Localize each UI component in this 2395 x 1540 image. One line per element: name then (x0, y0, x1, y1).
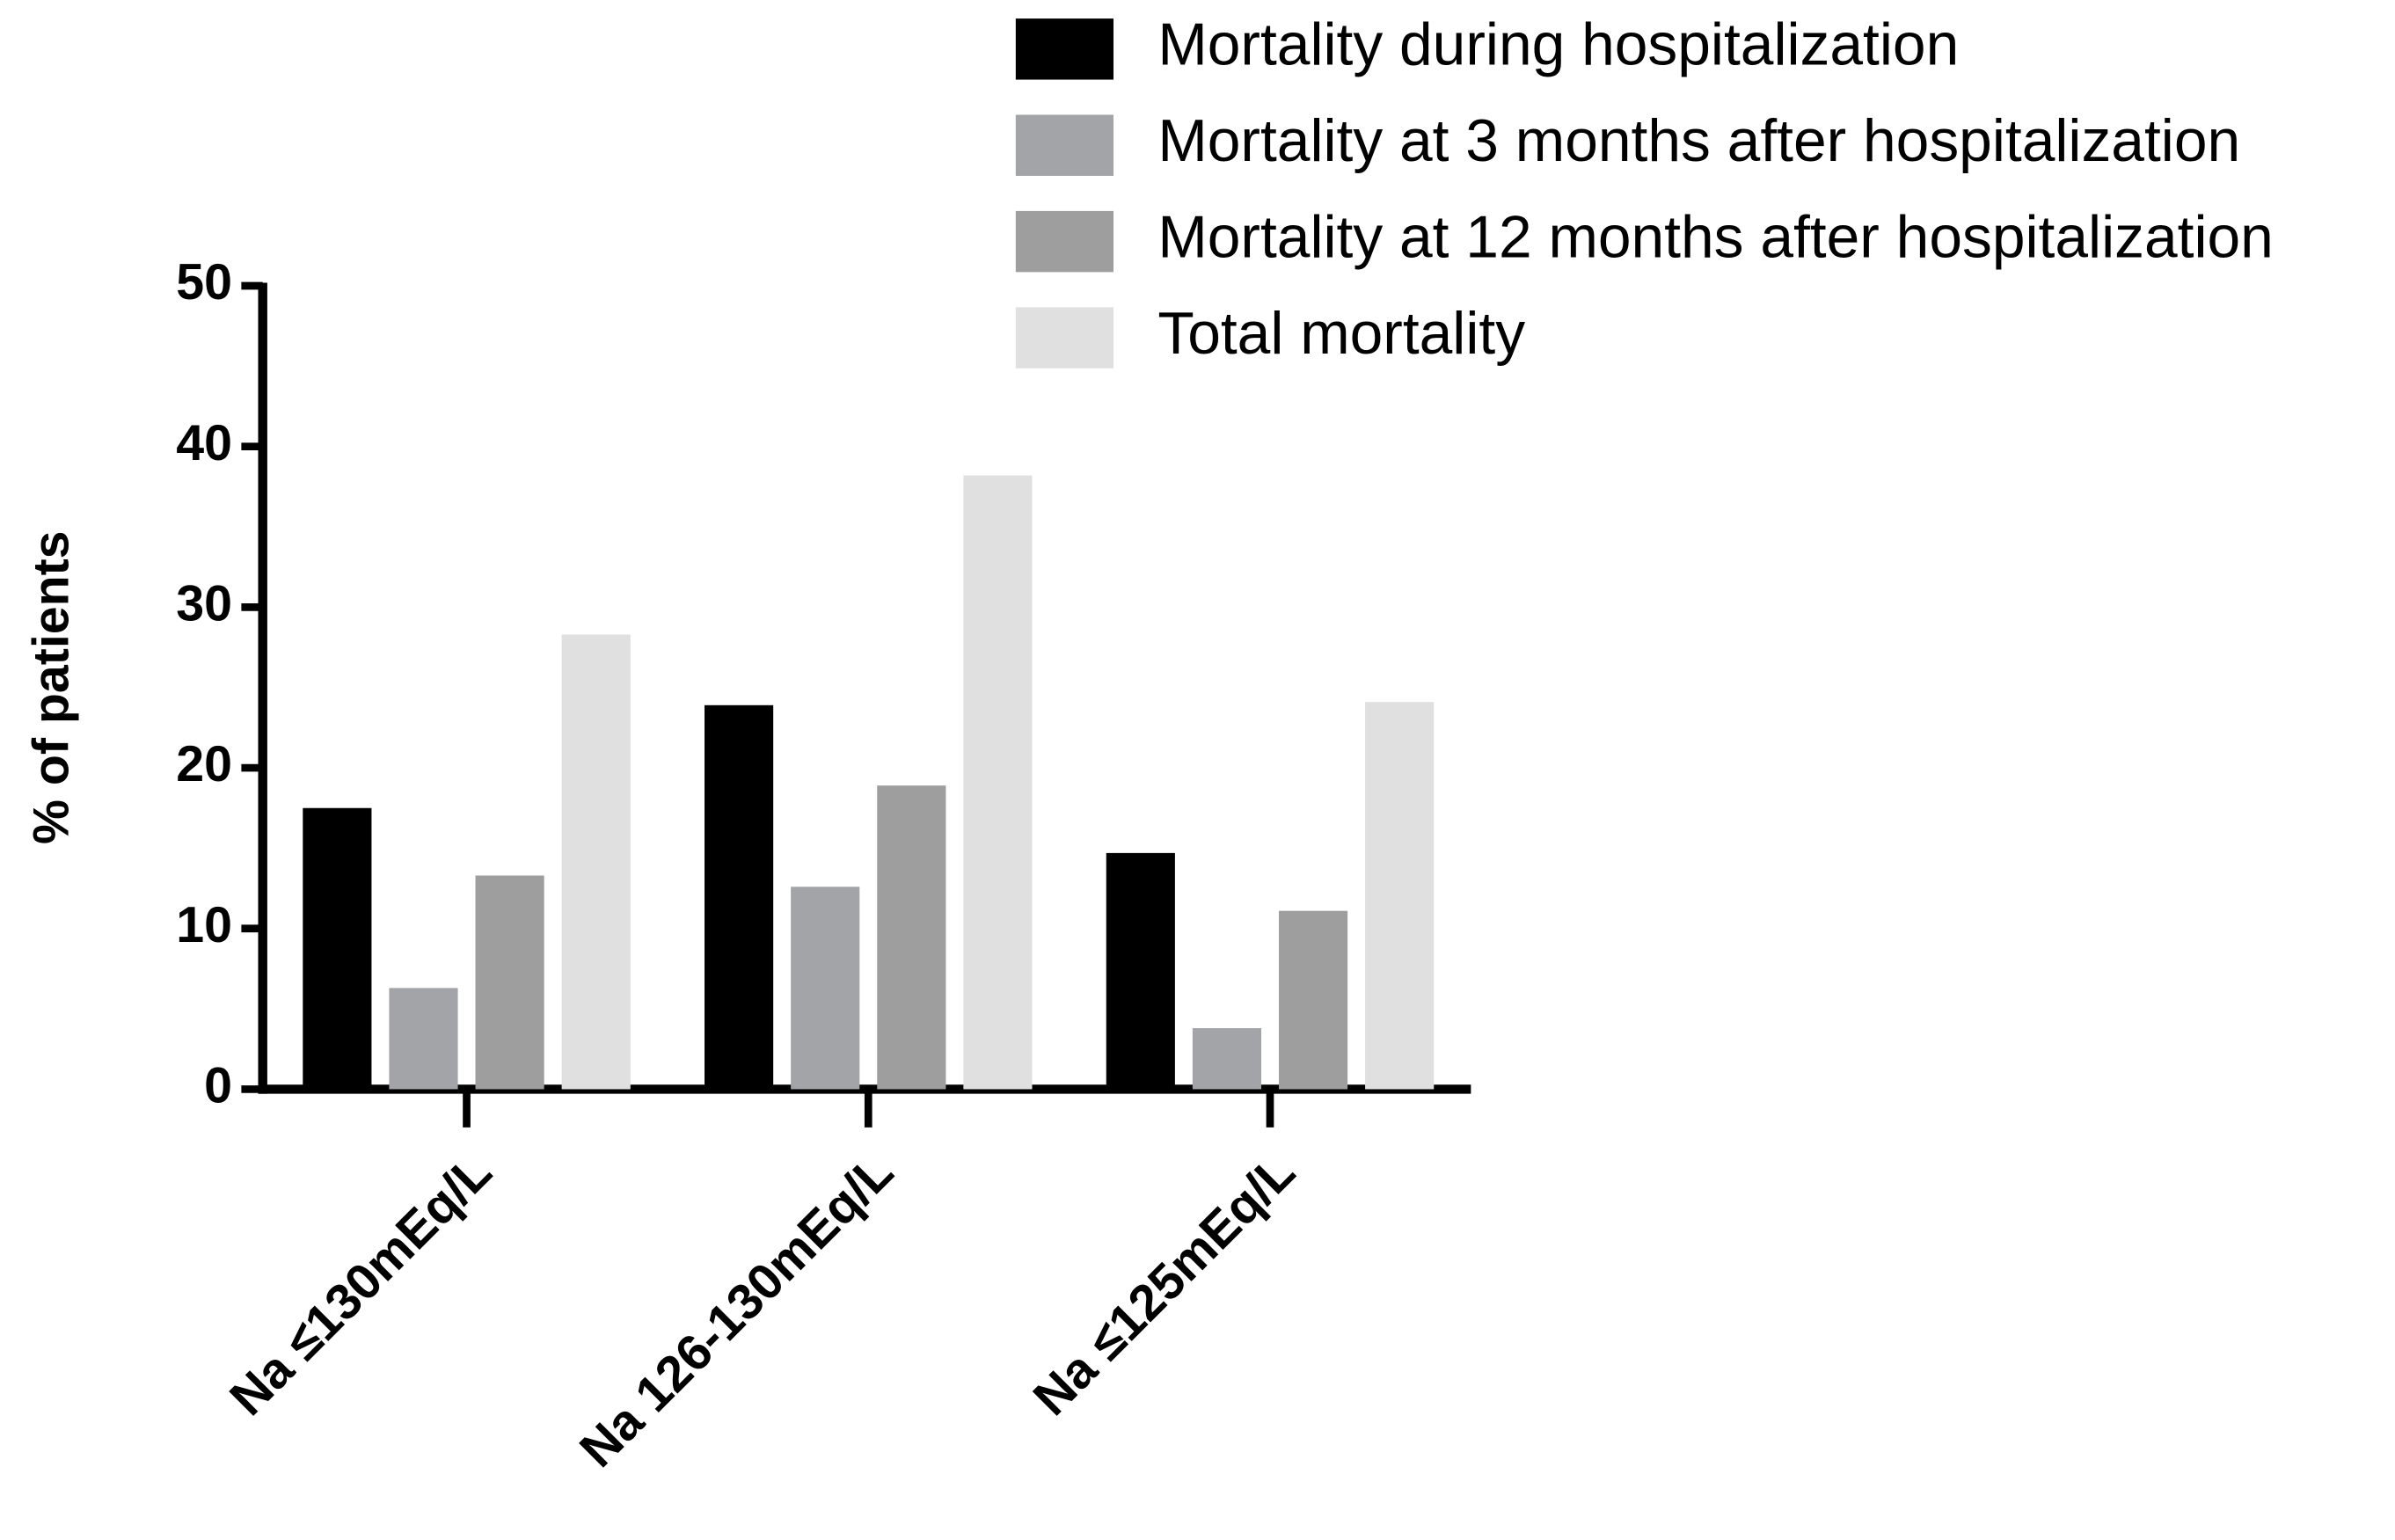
bar (963, 475, 1033, 1090)
bar (877, 785, 946, 1090)
legend-swatch (1015, 114, 1114, 176)
legend-swatch (1015, 307, 1114, 369)
legend-label: Mortality at 3 months after hospitalizat… (1157, 108, 2240, 174)
bar (1192, 1028, 1262, 1090)
bar (561, 634, 631, 1090)
y-axis-label: % of patients (24, 530, 80, 844)
y-tick-label: 20 (176, 736, 232, 792)
legend-swatch (1015, 18, 1114, 80)
bar (475, 875, 544, 1090)
legend-label: Mortality at 12 months after hospitaliza… (1157, 205, 2273, 271)
bar (389, 988, 458, 1090)
bar (1106, 852, 1175, 1090)
bar (1365, 702, 1435, 1090)
x-tick-label: Na ≤125mEq/L (1023, 1143, 1306, 1427)
y-tick-label: 40 (176, 415, 232, 471)
legend-label: Total mortality (1157, 301, 1525, 367)
y-tick-label: 10 (176, 897, 232, 953)
y-tick-label: 0 (204, 1058, 232, 1114)
bar (1278, 910, 1348, 1090)
y-tick-label: 30 (176, 576, 232, 632)
legend-label: Mortality during hospitalization (1157, 12, 1959, 78)
bar (705, 704, 774, 1090)
legend-swatch (1015, 210, 1114, 273)
y-tick-label: 50 (176, 254, 232, 310)
x-tick-label: Na 126-130mEq/L (569, 1143, 904, 1478)
bar (303, 807, 372, 1090)
x-tick-label: Na ≤130mEq/L (219, 1143, 502, 1427)
bar (791, 887, 860, 1090)
